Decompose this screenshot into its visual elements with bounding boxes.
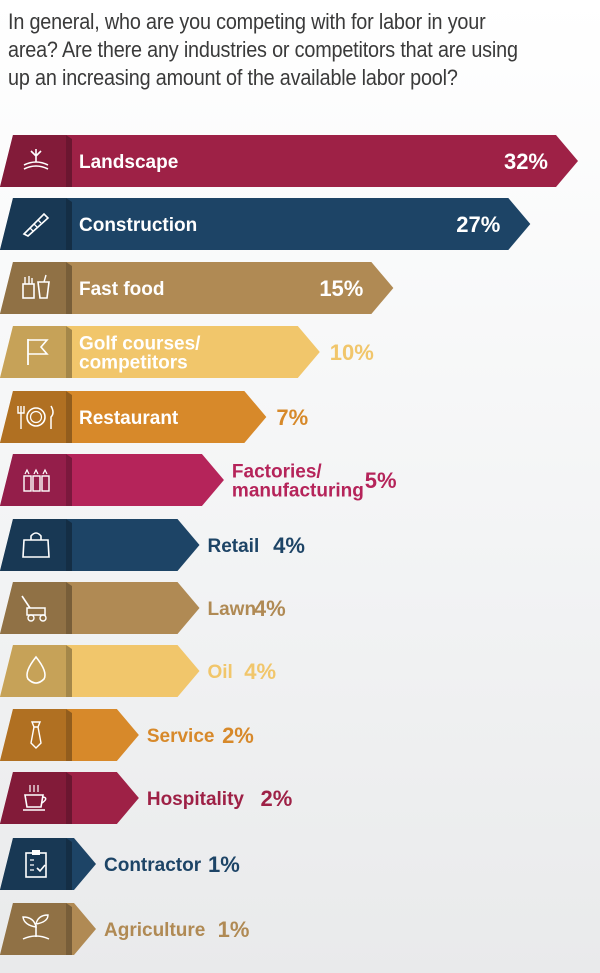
category-label-line: competitors [79, 353, 188, 374]
category-label-line: Golf courses/ [79, 334, 201, 355]
icon-tab [0, 391, 66, 443]
value-label: 15% [319, 276, 363, 301]
necktie-icon [30, 721, 42, 749]
value-label: 1% [218, 917, 250, 942]
icon-tab [0, 262, 66, 314]
value-label: 1% [208, 852, 240, 877]
bar-row: Fast food 15% [0, 262, 394, 314]
category-label-line: Factories/ [232, 462, 322, 483]
value-label: 4% [254, 596, 286, 621]
category-label: Oil [208, 662, 233, 683]
clipboard-icon [25, 850, 47, 878]
bar-row: Golf courses/competitors 10% [0, 326, 374, 378]
factory-icon [23, 468, 50, 492]
category-label: Construction [79, 215, 197, 236]
icon-tab [0, 135, 66, 187]
icon-tab [0, 838, 66, 890]
sprout-icon [22, 914, 50, 940]
category-label-line: Fast food [79, 279, 165, 300]
plate-utensils-icon [17, 405, 54, 429]
category-label-line: Landscape [79, 152, 178, 173]
category-label: Contractor [104, 855, 202, 876]
bar [0, 326, 320, 378]
category-label: Lawn [208, 599, 257, 620]
category-label: Landscape [79, 152, 178, 173]
value-label: 4% [244, 659, 276, 684]
value-label: 27% [456, 212, 500, 237]
category-label: Restaurant [79, 408, 179, 429]
value-label: 32% [504, 149, 548, 174]
category-label-line: Retail [208, 536, 260, 557]
bar-row: Oil 4% [0, 645, 276, 697]
icon-tab [0, 903, 66, 955]
category-label-line: Hospitality [147, 789, 245, 810]
coffee-cup-icon [23, 785, 47, 811]
icon-tab [0, 326, 66, 378]
bar-row: Landscape 32% [0, 135, 578, 187]
bar-row: Agriculture 1% [0, 903, 249, 955]
bar-row: Construction 27% [0, 198, 531, 250]
value-label: 2% [260, 786, 292, 811]
category-label: Retail [208, 536, 260, 557]
icon-tab [0, 645, 66, 697]
bar-row: Retail 4% [0, 519, 305, 571]
category-label-line: manufacturing [232, 481, 364, 502]
category-label: Fast food [79, 279, 165, 300]
bar-row: Factories/manufacturing 5% [0, 454, 397, 506]
category-label: Agriculture [104, 920, 205, 941]
value-label: 2% [222, 723, 254, 748]
bar-row: Restaurant 7% [0, 391, 308, 443]
bar-row: Contractor 1% [0, 838, 240, 890]
category-label-line: Contractor [104, 855, 202, 876]
category-label-line: Oil [208, 662, 233, 683]
bar [0, 135, 578, 187]
value-label: 5% [365, 468, 397, 493]
icon-tab [0, 772, 66, 824]
bar-row: Hospitality 2% [0, 772, 292, 824]
category-label-line: Lawn [208, 599, 257, 620]
bar [0, 198, 531, 250]
category-label: Golf courses/competitors [79, 334, 201, 374]
landscape-icon [23, 149, 49, 170]
golf-flag-icon [27, 339, 49, 365]
category-label: Factories/manufacturing [232, 462, 364, 502]
shopping-bag-icon [22, 532, 50, 558]
survey-question: In general, who are you competing with f… [8, 9, 518, 90]
category-label-line: Service [147, 726, 215, 747]
bar [0, 262, 394, 314]
saw-icon [22, 212, 50, 237]
bar-row: Service 2% [0, 709, 254, 761]
value-label: 10% [330, 340, 374, 365]
fast-food-icon [22, 274, 50, 299]
icon-tab [0, 519, 66, 571]
value-label: 7% [276, 405, 308, 430]
lawn-mower-icon [21, 595, 47, 622]
category-label: Hospitality [147, 789, 245, 810]
category-label: Service [147, 726, 215, 747]
category-label-line: Restaurant [79, 408, 179, 429]
category-label-line: Construction [79, 215, 197, 236]
oil-drop-icon [26, 655, 46, 684]
value-label: 4% [273, 533, 305, 558]
category-label-line: Agriculture [104, 920, 205, 941]
